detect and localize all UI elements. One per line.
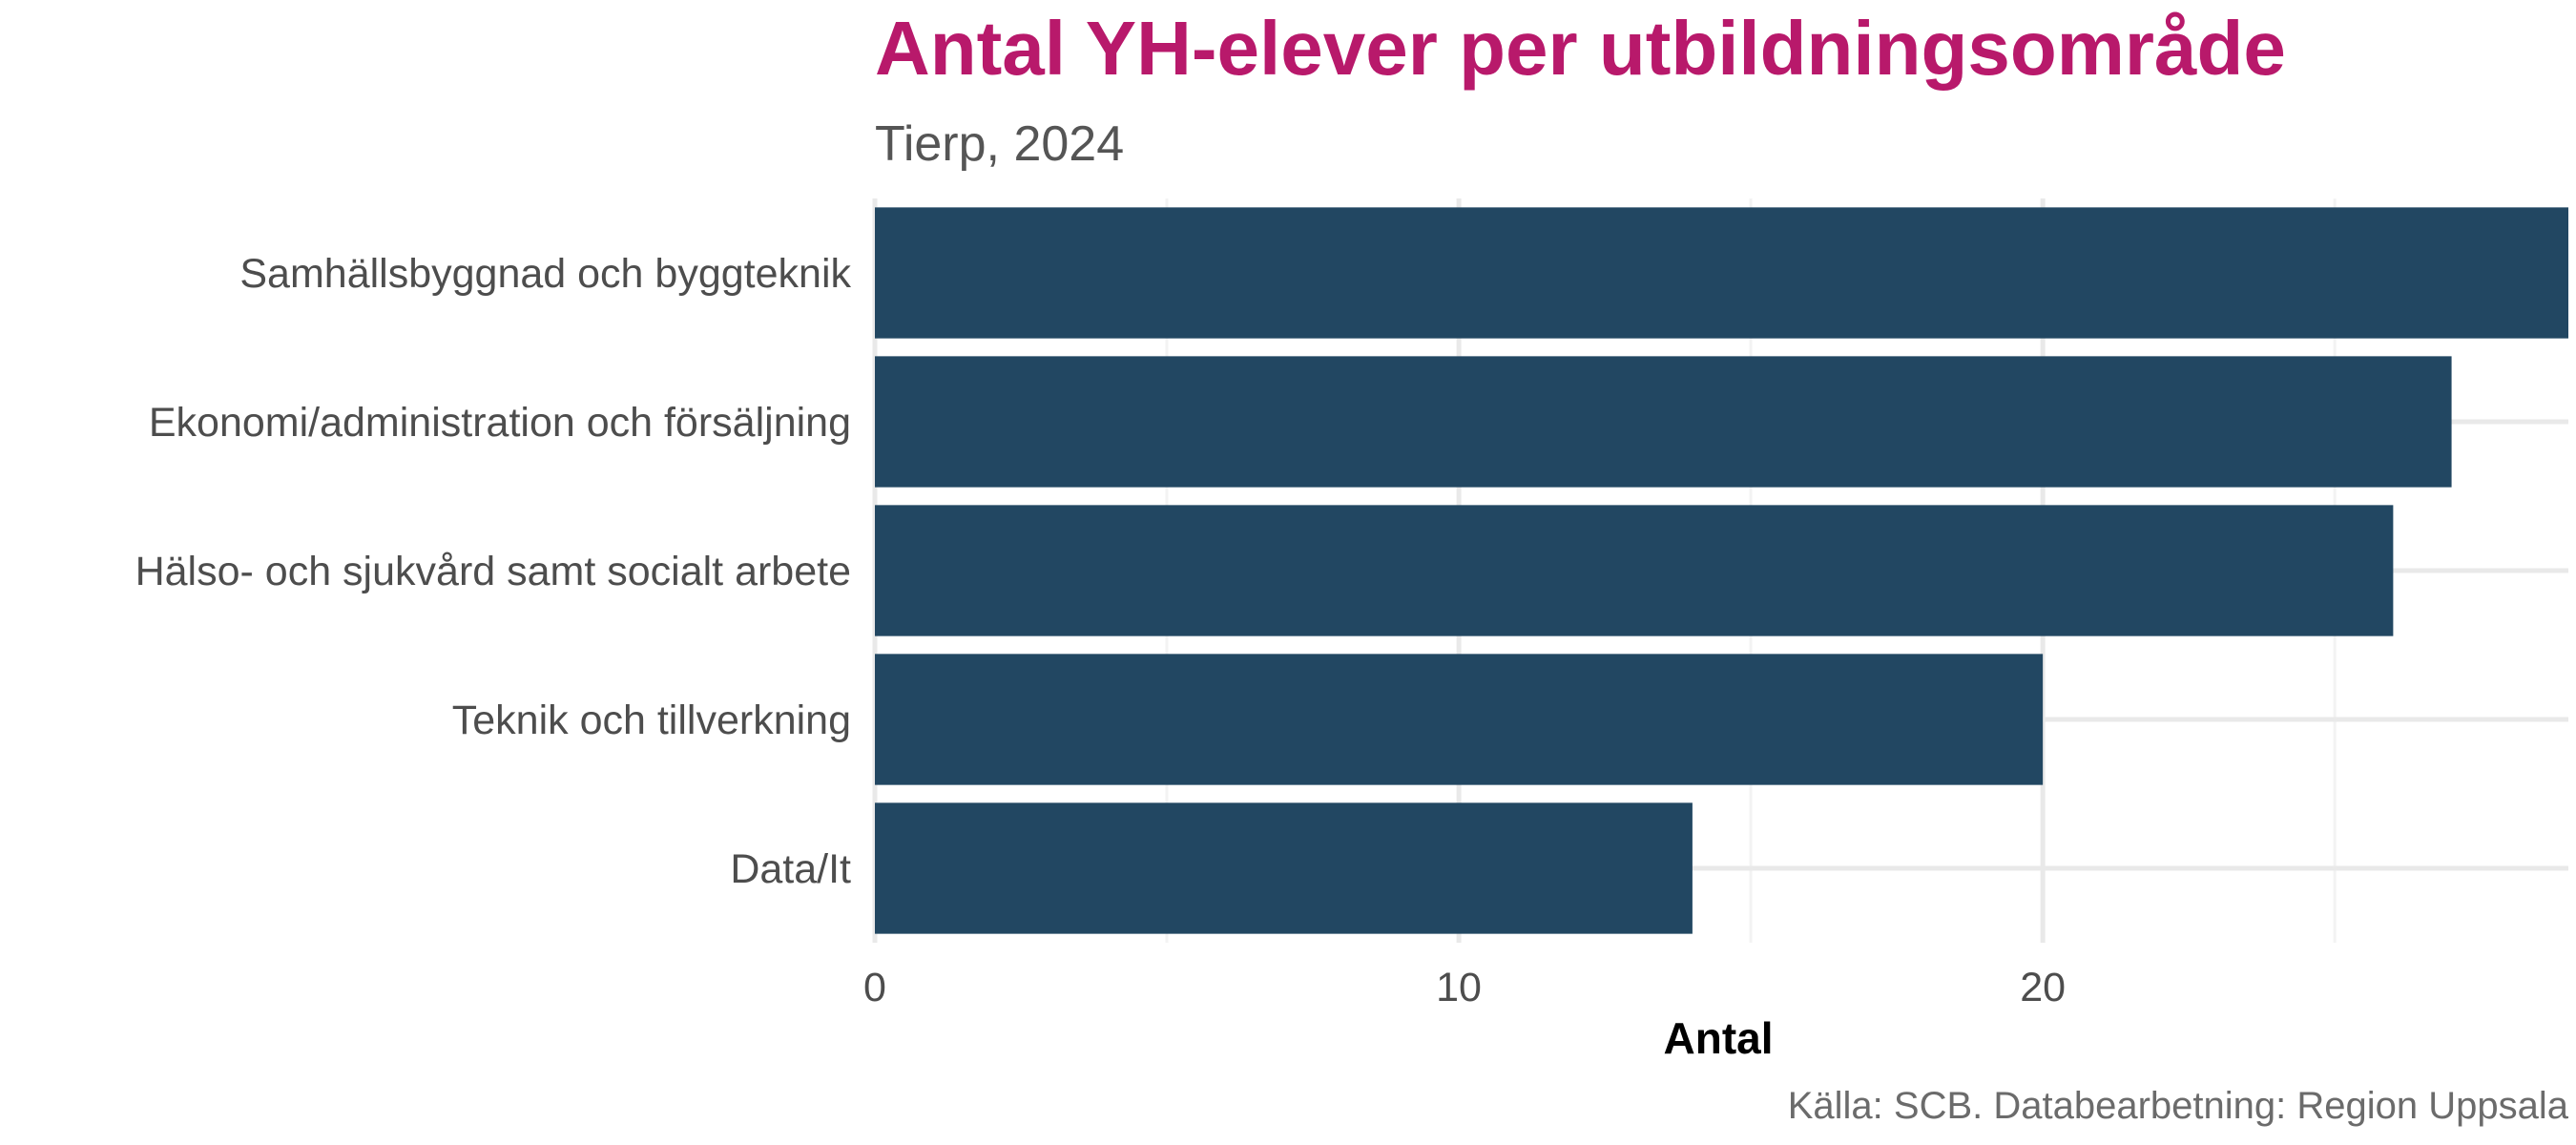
x-tick-label: 0 <box>863 965 886 1010</box>
chart-title: Antal YH-elever per utbildningsområde <box>875 6 2286 91</box>
category-labels: Samhällsbyggnad och byggteknik Ekonomi/ad… <box>135 251 852 892</box>
x-tick-label: 20 <box>2020 965 2066 1010</box>
category-label: Samhällsbyggnad och byggteknik <box>239 251 851 297</box>
x-tick-labels: 0 10 20 <box>863 965 2066 1010</box>
bars <box>875 207 2568 934</box>
category-label: Ekonomi/administration och försäljning <box>149 400 851 446</box>
bar <box>875 356 2452 488</box>
category-label: Teknik och tillverkning <box>452 697 851 743</box>
bar <box>875 802 1693 934</box>
x-axis-label: Antal <box>1664 1013 1774 1063</box>
category-label: Hälso- och sjukvård samt socialt arbete <box>135 549 851 594</box>
x-tick-label: 10 <box>1436 965 1482 1010</box>
caption: Källa: SCB. Databearbetning: Region Upps… <box>1788 1085 2569 1127</box>
bar <box>875 505 2394 636</box>
chart-subtitle: Tierp, 2024 <box>875 116 1124 172</box>
bar <box>875 207 2568 339</box>
bar <box>875 654 2044 785</box>
category-label: Data/It <box>730 846 851 892</box>
